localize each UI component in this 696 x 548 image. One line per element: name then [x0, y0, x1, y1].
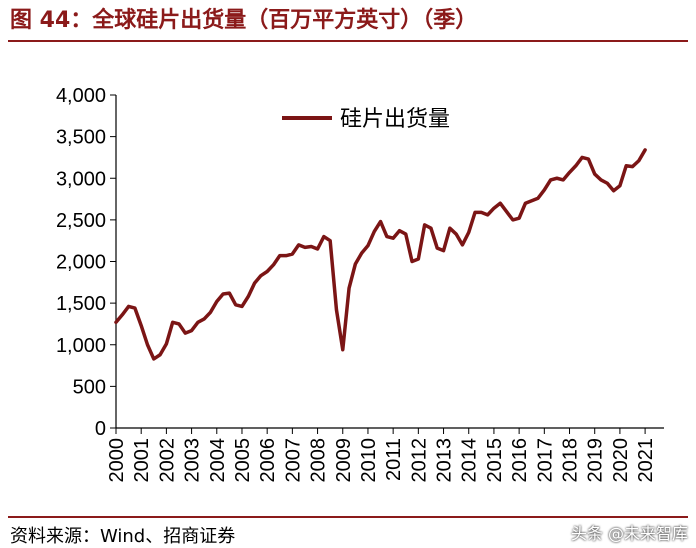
y-tick-label: 1,000 — [56, 335, 106, 357]
source-note: 资料来源：Wind、招商证券 — [10, 526, 236, 547]
y-axis-ticks: 0 500 1,000 1,500 2,000 2,500 3,000 3,500 4,000 — [56, 85, 116, 440]
x-tick-label: 2007 — [282, 438, 304, 483]
x-tick-label: 2000 — [106, 438, 128, 483]
x-tick-label: 2014 — [459, 438, 481, 483]
y-tick-label: 2,500 — [56, 210, 106, 232]
y-tick-label: 4,000 — [56, 85, 106, 107]
chart-axes — [115, 95, 664, 429]
y-tick-label: 2,000 — [56, 252, 106, 274]
watermark: 头条 @未来智库 — [570, 524, 688, 543]
y-tick-label: 0 — [95, 418, 106, 440]
title-rule — [8, 40, 688, 42]
x-axis-ticks: 2000 2001 2002 2003 2004 2005 2006 2007 2008 2009… — [106, 428, 657, 483]
x-tick-label: 2005 — [232, 438, 254, 483]
x-tick-label: 2002 — [156, 438, 178, 483]
x-tick-label: 2004 — [207, 438, 229, 483]
y-tick-label: 500 — [73, 376, 106, 398]
figure-title: 图 44：全球硅片出货量（百万平方英寸）（季） — [10, 8, 478, 33]
legend: 硅片出货量 — [282, 107, 450, 132]
x-tick-label: 2013 — [434, 438, 456, 483]
x-tick-label: 2019 — [585, 438, 607, 483]
x-tick-label: 2021 — [635, 438, 657, 483]
x-tick-label: 2003 — [182, 438, 204, 483]
x-tick-label: 2010 — [358, 438, 380, 483]
y-tick-label: 3,500 — [56, 127, 106, 149]
x-tick-label: 2015 — [484, 438, 506, 483]
y-tick-label: 3,000 — [56, 168, 106, 190]
x-tick-label: 2018 — [560, 438, 582, 483]
y-tick-label: 1,500 — [56, 293, 106, 315]
x-tick-label: 2016 — [509, 438, 531, 483]
source-rule — [8, 516, 688, 518]
x-tick-label: 2020 — [610, 438, 632, 483]
x-tick-label: 2011 — [383, 438, 405, 481]
series-line — [114, 148, 647, 361]
x-tick-label: 2001 — [131, 438, 153, 483]
x-tick-label: 2008 — [308, 438, 330, 483]
x-tick-label: 2006 — [257, 438, 279, 483]
x-tick-label: 2009 — [333, 438, 355, 483]
legend-label: 硅片出货量 — [340, 107, 450, 132]
x-tick-label: 2017 — [534, 438, 556, 483]
plot-area — [114, 148, 647, 361]
x-tick-label: 2012 — [408, 438, 430, 483]
